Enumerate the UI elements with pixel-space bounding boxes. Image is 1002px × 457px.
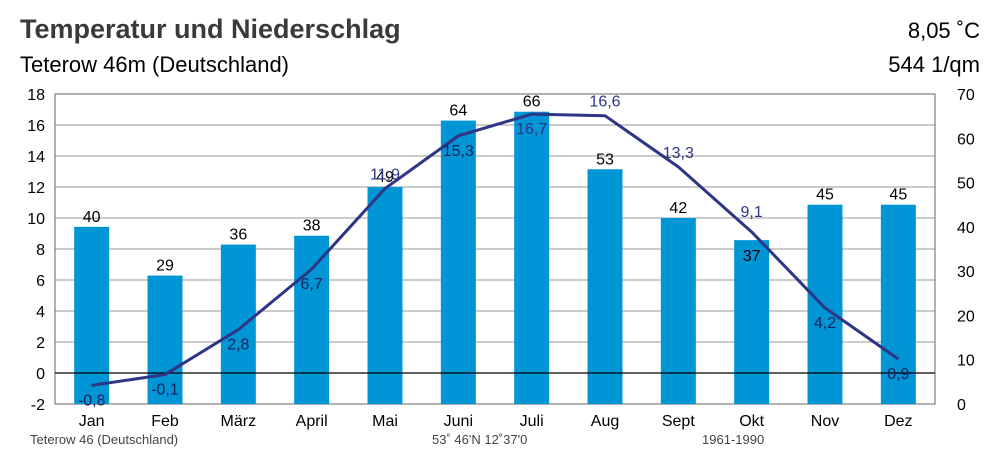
precipitation-label: 42 [669,200,687,217]
right-tick-label: 60 [957,131,975,148]
temperature-label: -0,1 [151,382,179,399]
precipitation-bar [587,169,623,404]
x-tick-label: Okt [739,413,764,430]
precipitation-bar [74,226,110,404]
temperature-label: 2,8 [227,337,249,354]
left-tick-label: 6 [36,273,45,290]
right-tick-label: 50 [957,176,975,193]
plot-border [54,93,936,405]
precipitation-label: 40 [83,209,101,226]
precipitation-label: 45 [816,187,834,204]
left-tick-label: 2 [36,335,45,352]
right-tick-label: 70 [957,87,975,104]
temperature-line [91,112,900,387]
temperature-label: 13,3 [663,145,694,162]
footer-coordinates: 53˚ 46'N 12˚37'0 [432,432,528,447]
precipitation-bar [220,244,256,404]
temperature-label: 6,7 [301,276,323,293]
precipitation-bar [440,120,476,405]
x-tick-label: Feb [151,413,179,430]
precipitation-label: 36 [229,227,247,244]
precipitation-bar [367,187,403,404]
precipitation-bar [880,204,916,404]
left-tick-label: 0 [36,366,45,383]
temperature-label: -0,8 [78,392,106,409]
left-tick-label: 14 [27,149,45,166]
x-tick-label: Jan [79,413,105,430]
x-tick-label: Nov [811,413,839,430]
x-tick-label: April [296,413,328,430]
x-tick-label: Mai [372,413,398,430]
x-tick-label: März [221,413,257,430]
x-tick-label: Sept [662,413,695,430]
temperature-label: 0,9 [887,366,909,383]
left-tick-label: 18 [27,87,45,104]
precipitation-label: 53 [596,151,614,168]
footer-station: Teterow 46 (Deutschland) [30,432,179,447]
left-tick-label: -2 [31,397,45,414]
x-tick-label: Aug [591,413,619,430]
precipitation-label: 37 [743,248,761,265]
precipitation-bar [660,218,696,404]
temperature-label: 16,7 [516,121,547,138]
right-tick-label: 0 [957,397,966,414]
temperature-label: 11,9 [370,167,400,184]
right-tick-label: 40 [957,220,975,237]
temperature-label: 15,3 [443,143,474,160]
left-tick-label: 12 [27,180,45,197]
temperature-label: 4,2 [814,315,836,332]
right-tick-label: 30 [957,264,975,281]
left-tick-label: 10 [27,211,45,228]
chart-title: Temperatur und Niederschlag [20,14,401,44]
left-tick-label: 4 [36,304,45,321]
precipitation-bar [294,235,330,404]
temperature-label: 9,1 [741,204,763,221]
right-tick-label: 20 [957,308,975,325]
left-tick-label: 8 [36,242,45,259]
precipitation-bar [147,275,183,404]
precipitation-label: 64 [449,103,467,120]
precipitation-label: 29 [156,258,174,275]
precipitation-label: 66 [523,94,541,111]
footer-period: 1961-1990 [702,432,765,447]
temperature-label: 16,6 [589,94,620,111]
precipitation-label: 38 [303,218,321,235]
right-tick-label: 10 [957,353,975,370]
x-tick-label: Dez [884,413,912,430]
mean-temperature: 8,05 ˚C [907,18,980,43]
precipitation-bar [807,204,843,404]
precipitation-bar [514,111,550,404]
chart-subtitle: Teterow 46m (Deutschland) [20,52,290,77]
precipitation-label: 45 [889,187,907,204]
x-tick-label: Juli [520,413,544,430]
precipitation-bar [734,240,770,404]
precipitation-label: 49 [376,169,394,186]
left-tick-label: 16 [27,118,45,135]
x-tick-label: Juni [444,413,473,430]
annual-precipitation: 544 1/qm [888,52,980,77]
